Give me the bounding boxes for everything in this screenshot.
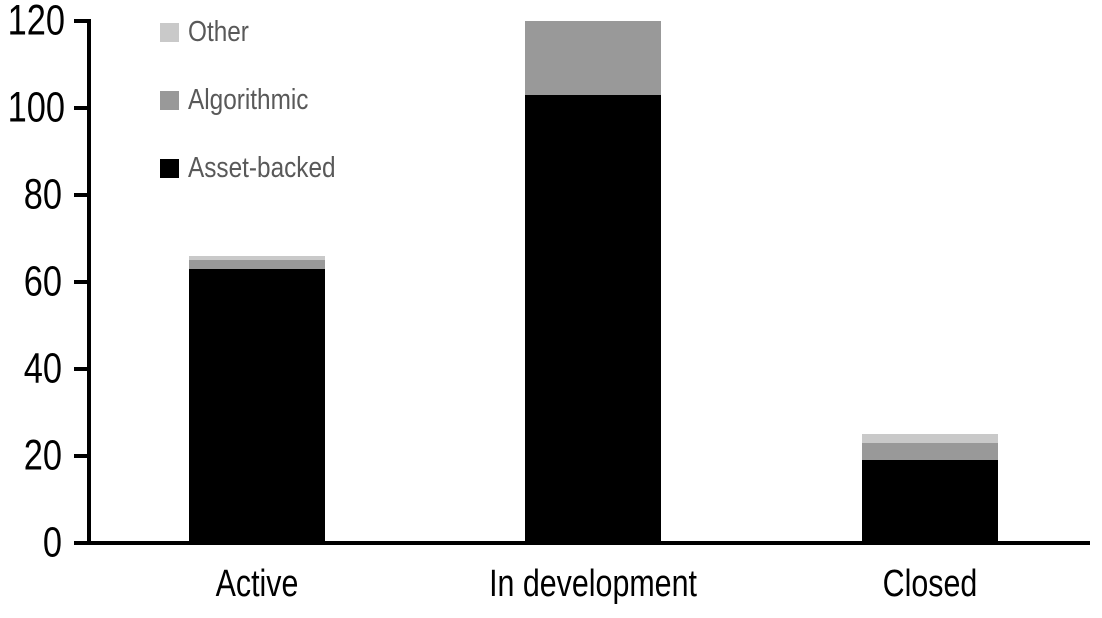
- legend-swatch-icon: [160, 158, 179, 178]
- y-tick-mark: [74, 280, 91, 284]
- bar-segment-algorithmic-closed: [862, 442, 998, 461]
- y-tick-mark: [74, 106, 91, 110]
- y-tick-mark: [74, 367, 91, 371]
- x-category-label-in-development: In development: [489, 563, 697, 605]
- y-tick-mark: [74, 454, 91, 458]
- y-tick-label: 80: [23, 170, 62, 219]
- bar-segment-asset-backed-in-development: [525, 94, 661, 543]
- y-tick-mark: [74, 19, 91, 23]
- bar-segment-other-active: [189, 255, 325, 261]
- y-tick-label: 0: [42, 518, 62, 567]
- bar-segment-other-closed: [862, 434, 998, 443]
- legend-label: Other: [188, 15, 249, 48]
- legend-swatch-icon: [160, 22, 179, 42]
- y-tick-label: 20: [23, 431, 62, 480]
- legend-item-asset-backed: Asset-backed: [160, 151, 364, 184]
- legend-item-algorithmic: Algorithmic: [160, 83, 364, 116]
- x-category-label-active: Active: [215, 563, 299, 605]
- legend-swatch-icon: [160, 90, 179, 110]
- y-tick-label: 60: [23, 257, 62, 306]
- y-tick-mark: [74, 193, 91, 197]
- x-category-label-closed: Closed: [882, 563, 978, 605]
- y-tick-label: 40: [23, 344, 62, 393]
- legend-label: Algorithmic: [188, 83, 309, 116]
- y-tick-label: 120: [7, 0, 65, 45]
- x-axis-line: [87, 541, 1090, 545]
- bar-segment-asset-backed-closed: [862, 460, 998, 543]
- legend: Other Algorithmic Asset-backed: [160, 15, 364, 224]
- legend-label: Asset-backed: [188, 151, 336, 184]
- y-tick-mark: [74, 541, 91, 545]
- bar-segment-algorithmic-active: [189, 260, 325, 269]
- y-tick-label: 100: [7, 83, 65, 132]
- bar-segment-algorithmic-in-development: [525, 21, 661, 95]
- legend-item-other: Other: [160, 15, 364, 48]
- bar-segment-asset-backed-active: [189, 268, 325, 543]
